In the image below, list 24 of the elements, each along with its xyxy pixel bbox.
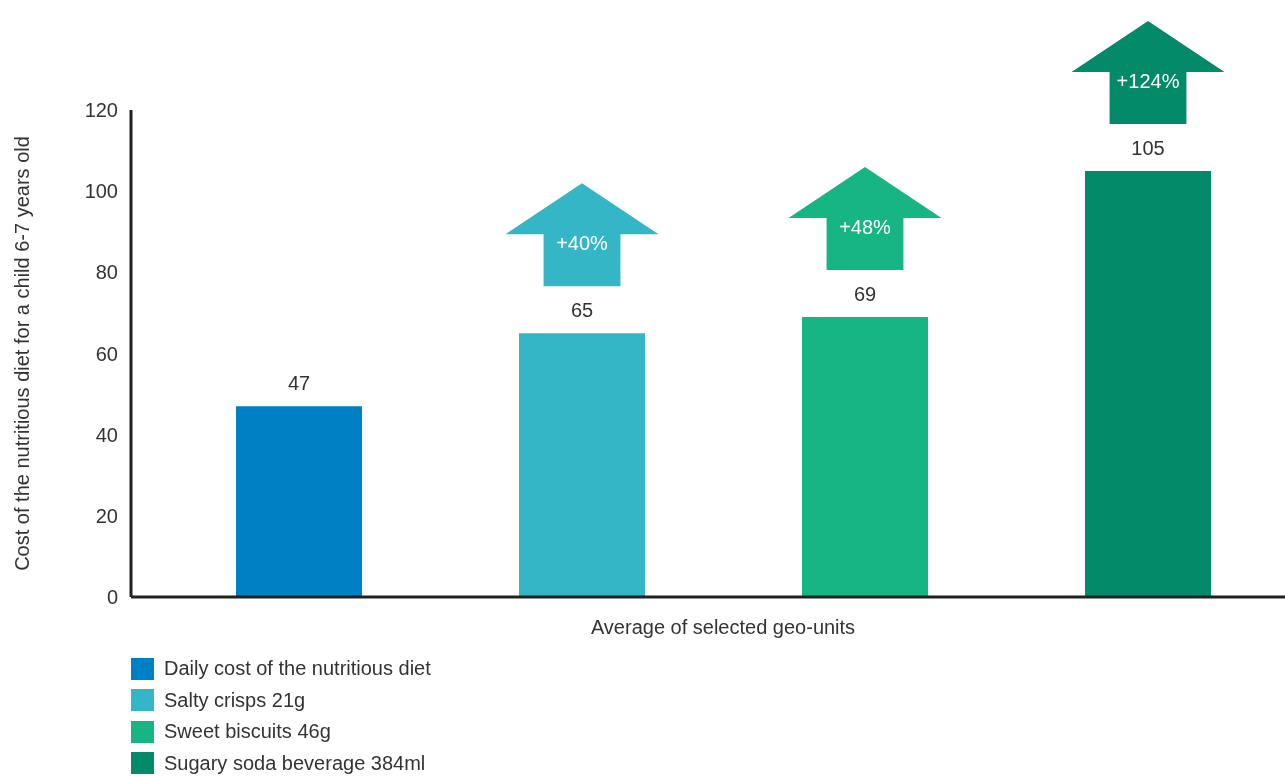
y-tick-label: 120	[84, 99, 118, 122]
bar	[236, 406, 362, 597]
data-label: 47	[287, 372, 311, 395]
bar	[802, 316, 928, 597]
bar	[519, 333, 645, 597]
y-tick-label: 40	[95, 423, 118, 446]
x-tick-label: Average of selected geo-units	[590, 616, 856, 639]
legend-label: Daily cost of the nutritious diet	[164, 657, 431, 681]
y-axis-title: Cost of the nutritious diet for a child 6-7 years old	[11, 136, 33, 571]
bar	[1085, 170, 1211, 597]
data-label: 105	[1131, 136, 1165, 159]
y-tick-label: 100	[84, 180, 118, 203]
legend-label: Salty crisps 21g	[164, 688, 306, 712]
data-label: 69	[853, 282, 877, 305]
legend-label: Sweet biscuits 46g	[164, 720, 331, 744]
y-tick-label: 60	[95, 342, 118, 365]
annotation: +40%	[556, 232, 609, 255]
y-tick-label: 80	[95, 261, 118, 284]
y-tick-label: 20	[95, 504, 118, 527]
legend-label: Sugary soda beverage 384ml	[164, 751, 426, 775]
data-label: 65	[570, 299, 594, 322]
text: +124%	[1116, 69, 1180, 92]
y-tick-label: 0	[106, 586, 118, 609]
annotation: +48%	[839, 215, 892, 238]
